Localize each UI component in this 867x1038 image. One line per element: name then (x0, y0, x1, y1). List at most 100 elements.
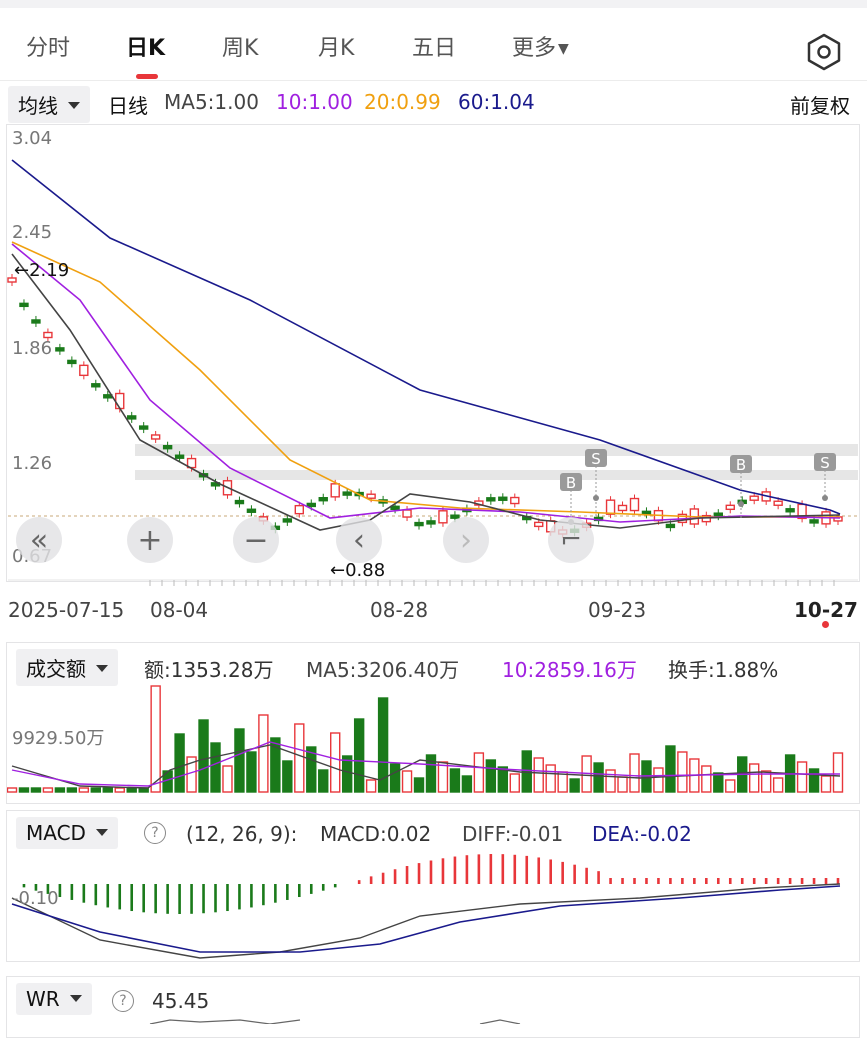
macd-hist-bar (106, 884, 110, 908)
trade-marker (730, 455, 752, 473)
volume-bar (832, 752, 844, 793)
volume-y-label: 9929.50万 (12, 728, 105, 749)
indicator-dropdown[interactable]: 均线 (8, 86, 90, 123)
wr-value: 45.45 (152, 989, 210, 1013)
y-label-3: 1.86 (12, 338, 53, 359)
tab-five-day[interactable]: 五日 (412, 36, 457, 61)
macd-hist-bar (46, 884, 50, 894)
macd-hist-bar (393, 869, 397, 884)
macd-hist-bar (94, 884, 98, 906)
volume-bar (473, 752, 485, 793)
volume-bar (413, 777, 425, 793)
trade-marker-label: S (591, 450, 601, 468)
active-tab-indicator (136, 74, 158, 79)
candle-body (115, 392, 125, 410)
volume-bar (353, 718, 365, 793)
volume-dropdown[interactable]: 成交额 (16, 649, 118, 686)
ma20-line (11, 241, 840, 518)
tab-monthly-k[interactable]: 月K (318, 36, 355, 61)
macd-hist-bar (250, 884, 253, 908)
candle-body (486, 497, 496, 502)
volume-bar (461, 775, 473, 793)
tab-daily-k[interactable]: 日K (126, 36, 166, 61)
wr-chart-frame (6, 976, 860, 1038)
candle-body (91, 383, 101, 388)
help-icon[interactable]: ? (144, 822, 166, 844)
max-price-marker: ←2.19 (14, 260, 70, 281)
y-label-2: 2.45 (12, 222, 53, 243)
volume-bar (449, 768, 461, 793)
macd-hist-bar (693, 878, 696, 884)
period-tabs: 分时 日K 周K 月K 五日 更多 ▼ (0, 8, 867, 81)
scroll-to-start-button[interactable]: « (16, 517, 62, 563)
candle-body (438, 510, 448, 524)
trade-marker (585, 449, 607, 467)
candle-body (330, 483, 340, 498)
zoom-out-button[interactable]: − (233, 517, 279, 563)
ma-toolbar: 均线 日线 MA5:1.00 10:1.00 20:0.99 60:1.04 前… (0, 84, 867, 123)
macd-hist-bar (70, 884, 74, 900)
trade-marker-label: B (736, 456, 746, 474)
tab-more[interactable]: 更多 ▼ (512, 36, 569, 61)
candle-body (246, 508, 257, 513)
macd-hist-bar (441, 858, 445, 884)
macd-hist-bar (537, 857, 541, 884)
volume-amount: 额:1353.28万 (144, 658, 274, 682)
triangle-down-icon (68, 102, 80, 109)
macd-hist-bar (333, 884, 337, 888)
macd-hist-bar (417, 863, 421, 884)
triangle-down-icon (95, 829, 108, 836)
trade-marker-label: B (566, 474, 576, 492)
scroll-left-button[interactable]: ‹ (336, 517, 382, 563)
macd-hist-bar (597, 871, 600, 884)
trade-marker (560, 473, 582, 491)
candle-body (162, 444, 173, 450)
volume-bar (54, 787, 66, 793)
macd-hist-bar (705, 878, 708, 884)
volume-bar (665, 745, 676, 793)
candle-body (55, 347, 65, 352)
candle-body (7, 277, 17, 283)
volume-bar (569, 778, 580, 793)
volume-ma5: MA5:3206.40万 (306, 658, 460, 682)
triangle-down-icon (96, 665, 108, 672)
macd-hist-bar (298, 884, 301, 898)
candle-body (713, 512, 723, 517)
volume-bar (258, 714, 269, 793)
volume-bar (18, 787, 30, 793)
scroll-right-button[interactable]: › (443, 517, 489, 563)
volume-bar (294, 723, 305, 793)
macd-dropdown[interactable]: MACD (16, 817, 118, 849)
fullscreen-button[interactable]: ⌐ (548, 517, 594, 563)
volume-bar (701, 765, 712, 793)
macd-hist-bar (752, 878, 756, 884)
candle-body (31, 319, 41, 324)
volume-bar (485, 759, 497, 793)
ma5-value: MA5:1.00 (164, 90, 259, 114)
macd-params: (12, 26, 9): (186, 822, 298, 846)
volume-bar (377, 697, 389, 793)
y-label-4: 1.26 (12, 453, 53, 474)
volume-bar (653, 767, 664, 793)
macd-hist-bar (621, 878, 624, 884)
macd-hist-bar (776, 878, 780, 884)
adjust-mode[interactable]: 前复权 (790, 94, 850, 118)
candle-body (150, 434, 161, 440)
macd-hist-bar (561, 861, 564, 884)
dea-value: DEA:-0.02 (592, 822, 692, 846)
macd-hist-bar (812, 878, 816, 884)
macd-hist-bar (788, 878, 792, 884)
volume-bar (808, 768, 820, 793)
settings-hexagon-icon[interactable] (804, 32, 844, 72)
help-icon[interactable]: ? (112, 990, 134, 1012)
tab-intraday[interactable]: 分时 (26, 36, 71, 61)
macd-hist-bar (309, 884, 313, 894)
volume-bar (341, 755, 353, 793)
wr-dropdown[interactable]: WR (16, 983, 92, 1015)
zoom-in-button[interactable]: + (127, 517, 173, 563)
macd-hist-bar (202, 884, 205, 914)
macd-hist-bar (405, 866, 409, 884)
tab-weekly-k[interactable]: 周K (222, 36, 259, 61)
candle-body (390, 505, 400, 511)
